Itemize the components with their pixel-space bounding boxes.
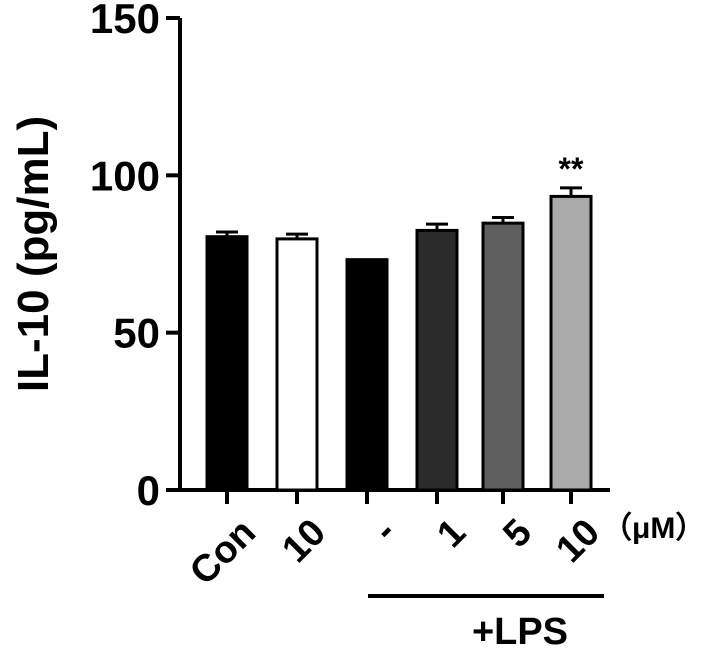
x-tick-label: 5 — [495, 511, 540, 556]
bar — [481, 221, 525, 492]
x-tick-label: 10 — [274, 511, 334, 571]
lps-group-label: +LPS — [472, 611, 568, 653]
bar — [205, 235, 249, 492]
bar — [345, 258, 389, 492]
bar — [275, 237, 319, 492]
significance-marker: ** — [559, 151, 584, 187]
x-tick-label: 10 — [548, 511, 608, 571]
x-axis — [178, 488, 610, 504]
y-tick-label: 100 — [90, 152, 160, 199]
y-tick-label: 50 — [113, 310, 160, 357]
x-tick-label: - — [365, 511, 404, 550]
y-tick-label: 0 — [137, 467, 160, 514]
bar — [549, 194, 593, 492]
unit-label: （μM） — [602, 511, 705, 545]
y-axis-label: IL-10 (pg/mL) — [9, 116, 58, 392]
x-tick-label: 1 — [429, 511, 474, 556]
y-axis: 0 50 100 150 — [90, 0, 182, 514]
y-tick-label: 150 — [90, 0, 160, 42]
bar — [415, 228, 459, 492]
x-tick-label: Con — [182, 511, 264, 593]
